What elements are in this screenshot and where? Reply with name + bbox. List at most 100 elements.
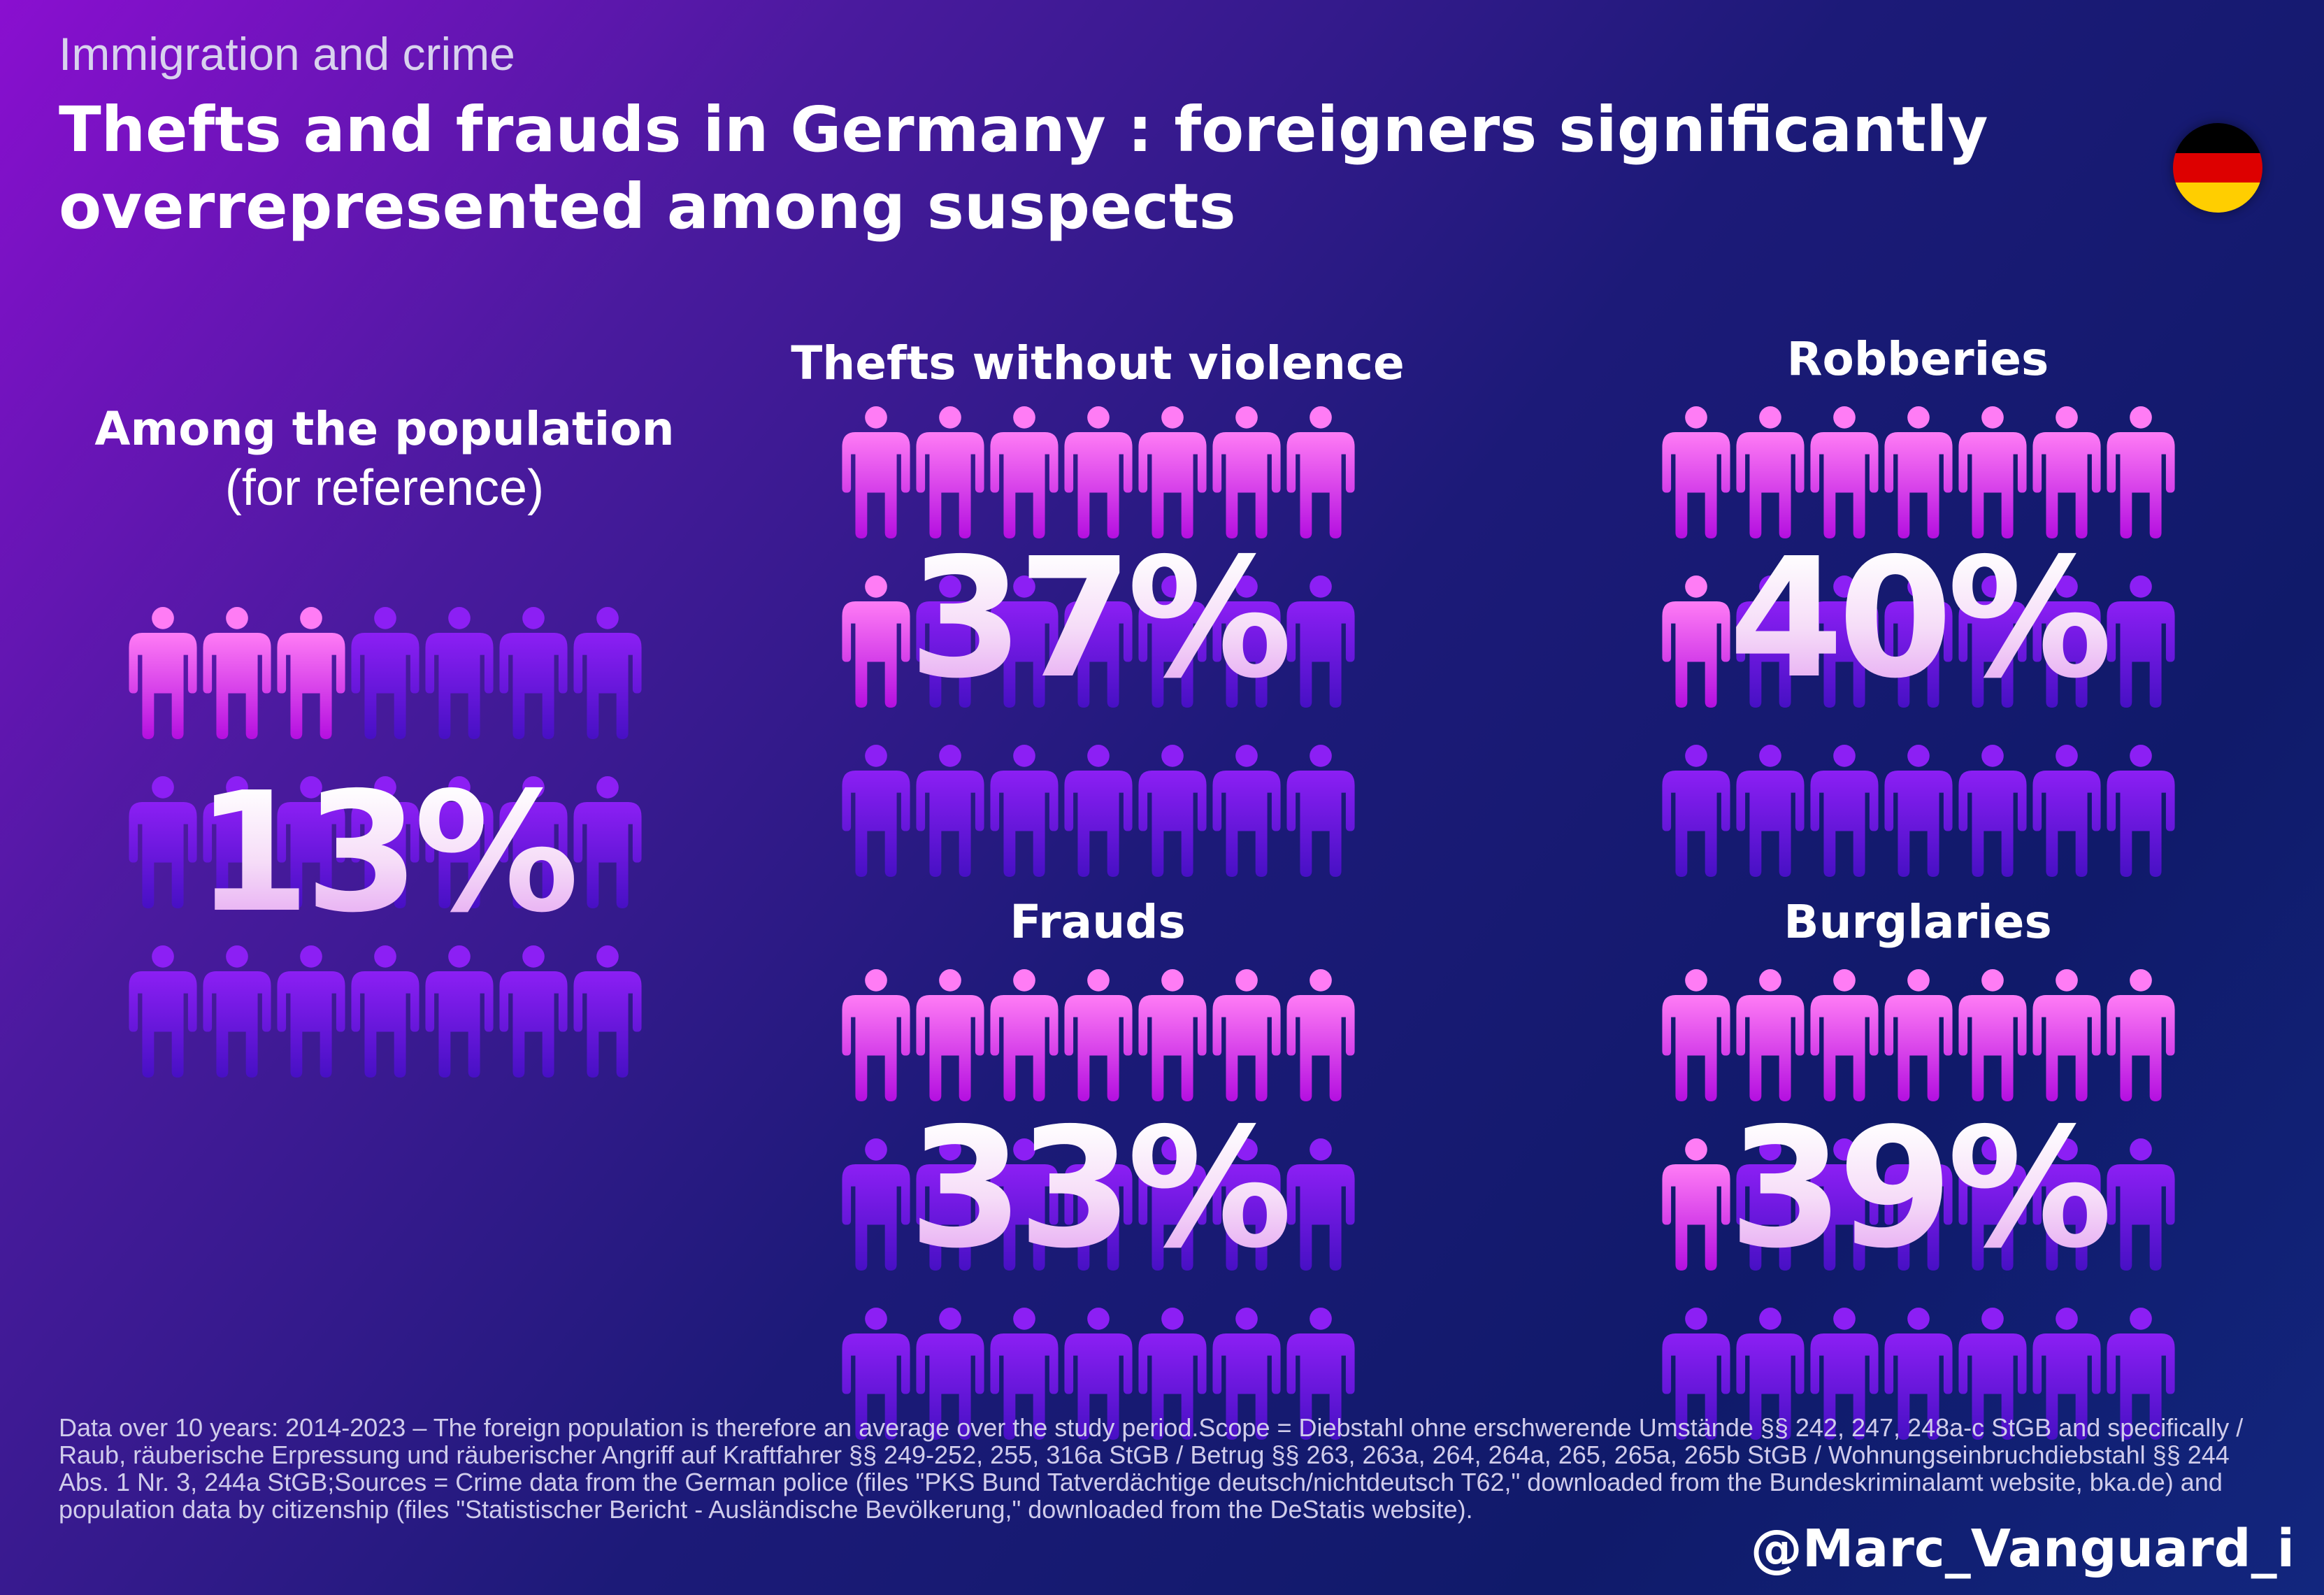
person-icon	[990, 745, 1059, 877]
panel-heading: Frauds	[1010, 895, 1186, 949]
person-head	[1759, 575, 1781, 598]
person-head	[2130, 745, 2152, 767]
person-icon-highlighted	[1736, 406, 1805, 538]
person-icon-grid	[839, 406, 1356, 895]
person-head	[374, 776, 396, 799]
person-icon	[1212, 1308, 1281, 1440]
person-head	[2130, 1138, 2152, 1161]
person-head	[1310, 406, 1332, 429]
person-body	[2107, 1164, 2175, 1271]
person-body	[1958, 432, 2027, 538]
person-body	[1138, 1333, 1207, 1440]
person-body	[1958, 1164, 2027, 1271]
person-head	[1981, 1138, 2004, 1161]
person-icon	[1138, 575, 1207, 708]
person-icon-highlighted	[2107, 406, 2175, 538]
person-head	[1161, 575, 1184, 598]
person-icon	[351, 607, 419, 739]
person-head	[1833, 745, 1856, 767]
pictograph-robberies: Robberies 40%	[1659, 332, 2176, 895]
source-footnote: Data over 10 years: 2014-2023 – The fore…	[59, 1413, 2244, 1524]
person-head	[1907, 1138, 1930, 1161]
person-icon	[1884, 1308, 1953, 1440]
person-head	[226, 607, 248, 629]
person-icon-highlighted	[842, 406, 910, 538]
person-head	[939, 406, 961, 429]
person-icon-highlighted	[1736, 969, 1805, 1101]
person-head	[1833, 969, 1856, 992]
person-icon	[1736, 1308, 1805, 1440]
person-body	[1810, 771, 1879, 877]
person-head	[1685, 406, 1707, 429]
person-head	[939, 969, 961, 992]
person-body	[990, 432, 1059, 538]
person-icon	[2107, 1138, 2175, 1271]
person-icon	[573, 607, 642, 739]
person-head	[596, 776, 619, 799]
person-body	[425, 971, 494, 1078]
person-icon	[425, 945, 494, 1078]
person-head	[1310, 745, 1332, 767]
person-head	[1161, 1138, 1184, 1161]
person-head	[1685, 575, 1707, 598]
person-body	[573, 633, 642, 739]
panel-heading-title: Among the population	[94, 402, 675, 456]
person-icon	[1138, 1138, 1207, 1271]
person-body	[1810, 1164, 1879, 1271]
person-head	[226, 776, 248, 799]
person-head	[1161, 745, 1184, 767]
person-head	[522, 776, 545, 799]
person-body	[990, 601, 1059, 708]
person-icon	[916, 1138, 984, 1271]
person-icon-grid	[1659, 968, 2176, 1458]
person-icon	[1810, 575, 1879, 708]
person-icon	[1884, 575, 1953, 708]
person-body	[1810, 432, 1879, 538]
person-icon	[1212, 745, 1281, 877]
person-icon-highlighted	[1286, 969, 1355, 1101]
person-icon	[2032, 1308, 2101, 1440]
person-icon	[425, 607, 494, 739]
person-head	[865, 745, 887, 767]
person-body	[1212, 601, 1281, 708]
person-head	[1087, 575, 1110, 598]
person-icon-highlighted	[1138, 969, 1207, 1101]
person-body	[277, 971, 345, 1078]
person-body	[203, 802, 271, 908]
person-body	[1212, 432, 1281, 538]
person-body	[499, 971, 568, 1078]
person-icon	[129, 945, 197, 1078]
person-head	[2130, 406, 2152, 429]
person-body	[1064, 432, 1133, 538]
person-body	[1884, 771, 1953, 877]
person-body	[990, 771, 1059, 877]
person-body	[1064, 995, 1133, 1101]
person-head	[1833, 1308, 1856, 1330]
panel-heading: Thefts without violence	[791, 336, 1405, 390]
person-body	[2032, 995, 2101, 1101]
person-icon	[129, 776, 197, 908]
person-head	[1013, 1138, 1035, 1161]
person-head	[1310, 969, 1332, 992]
person-icon	[1286, 1308, 1355, 1440]
person-icon-highlighted	[2032, 406, 2101, 538]
person-body	[1958, 995, 2027, 1101]
person-icon	[1958, 1308, 2027, 1440]
person-icon	[990, 575, 1059, 708]
person-body	[277, 802, 345, 908]
person-head	[2056, 406, 2078, 429]
person-head	[1759, 969, 1781, 992]
person-body	[1662, 1164, 1730, 1271]
person-icon	[1884, 1138, 1953, 1271]
flag-stripe-black	[2173, 123, 2262, 153]
person-head	[1235, 969, 1258, 992]
person-head	[522, 607, 545, 629]
person-body	[1064, 1333, 1133, 1440]
person-head	[1310, 1308, 1332, 1330]
percentage-label: 40%	[1659, 536, 2176, 701]
person-head	[596, 945, 619, 968]
person-icon	[1286, 745, 1355, 877]
person-body	[2032, 1164, 2101, 1271]
person-body	[1286, 771, 1355, 877]
person-body	[842, 995, 910, 1101]
